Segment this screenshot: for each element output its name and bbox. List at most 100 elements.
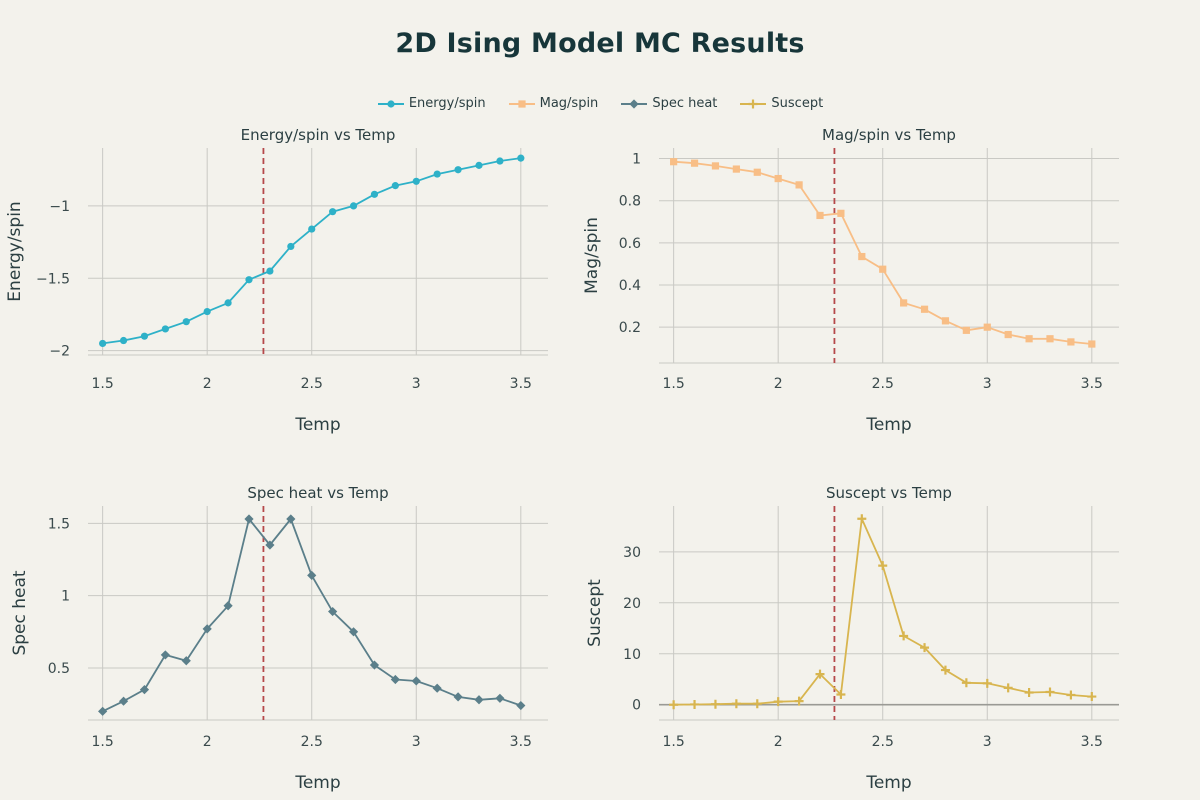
panel-title: Spec heat vs Temp	[247, 484, 388, 502]
legend-swatch	[508, 99, 535, 108]
x-axis-title: Temp	[294, 415, 340, 435]
x-tick-label: 3	[983, 376, 992, 392]
panel-title: Mag/spin vs Temp	[822, 126, 956, 144]
data-point	[224, 299, 232, 307]
data-point	[836, 690, 846, 700]
y-tick-label: 0.8	[619, 194, 641, 210]
y-tick-label: 0.5	[48, 661, 70, 677]
data-point	[858, 252, 866, 261]
data-point	[432, 683, 442, 693]
data-point	[837, 209, 845, 217]
legend-marker	[387, 99, 395, 108]
legend-swatch	[621, 98, 648, 109]
y-tick-label: −1	[49, 199, 70, 215]
x-tick-label: 2	[203, 734, 212, 750]
data-point	[308, 225, 316, 233]
x-tick-label: 2	[203, 376, 212, 392]
x-tick-label: 1.5	[663, 376, 685, 392]
y-tick-label: 1	[61, 589, 70, 605]
data-point	[348, 627, 359, 637]
data-point	[495, 693, 505, 703]
figure-title: 2D Ising Model MC Results	[395, 28, 805, 59]
data-point	[711, 162, 720, 170]
data-point	[99, 339, 107, 348]
x-tick-label: 2	[774, 376, 783, 392]
x-tick-label: 3	[983, 734, 992, 750]
data-point	[1045, 687, 1055, 697]
x-tick-label: 1.5	[92, 734, 114, 750]
data-point	[412, 177, 420, 185]
data-point	[753, 168, 761, 176]
data-point	[983, 323, 991, 331]
x-tick-label: 2.5	[301, 376, 323, 392]
legend-swatch	[377, 99, 404, 108]
y-axis-title: Energy/spin	[5, 201, 25, 301]
y-tick-label: 20	[623, 596, 641, 612]
data-point	[1024, 687, 1034, 697]
legend-label: Energy/spin	[408, 96, 486, 111]
x-tick-label: 3.5	[510, 376, 532, 392]
y-axis-title: Spec heat	[10, 570, 30, 655]
data-point	[670, 158, 678, 166]
data-point	[857, 514, 867, 524]
data-point	[690, 699, 700, 709]
y-tick-label: 0.2	[619, 320, 641, 336]
data-point	[307, 570, 317, 581]
y-tick-label: 0.4	[619, 278, 641, 294]
data-point	[328, 606, 338, 617]
data-point	[941, 317, 950, 325]
data-point	[286, 514, 296, 524]
data-point	[710, 699, 720, 709]
legend-item: Spec heat	[620, 96, 717, 111]
data-point	[202, 624, 212, 634]
data-point	[879, 265, 887, 273]
data-point	[982, 678, 992, 688]
data-point	[900, 299, 908, 307]
x-tick-label: 1.5	[663, 734, 685, 750]
x-tick-label: 3.5	[510, 734, 532, 750]
data-point	[161, 325, 169, 333]
x-tick-label: 3.5	[1081, 376, 1103, 392]
data-point	[669, 700, 679, 710]
y-axis-title: Mag/spin	[582, 217, 602, 294]
data-point	[433, 170, 441, 178]
data-point	[119, 336, 128, 345]
data-point	[390, 674, 400, 685]
x-tick-label: 3	[412, 376, 421, 392]
data-point	[1067, 338, 1075, 346]
data-point	[899, 631, 909, 641]
data-point	[411, 676, 421, 686]
data-point	[1087, 692, 1097, 702]
data-point	[474, 695, 484, 705]
panel-title: Suscept vs Temp	[826, 484, 952, 502]
data-point	[752, 699, 762, 709]
data-point	[139, 685, 150, 695]
y-tick-label: −1.5	[36, 271, 70, 287]
chart-panel-3: 1.5 2 2.5 3 3.5 0.5 1 1.5 Spec heat vs Temp Temp S…	[10, 484, 548, 793]
data-point	[690, 159, 699, 167]
y-tick-label: 10	[623, 647, 641, 663]
legend-item: Energy/spin	[377, 96, 486, 111]
data-point	[160, 650, 170, 660]
y-tick-label: 1	[632, 152, 641, 168]
data-point	[961, 678, 971, 688]
x-tick-label: 2.5	[872, 376, 894, 392]
data-point	[203, 307, 211, 316]
data-point	[118, 696, 129, 706]
data-point	[940, 665, 950, 675]
x-tick-label: 1.5	[92, 376, 114, 392]
data-point	[245, 276, 253, 284]
data-point	[287, 242, 295, 251]
x-axis-title: Temp	[865, 415, 911, 435]
y-tick-label: −2	[49, 344, 70, 360]
x-tick-label: 2.5	[872, 734, 894, 750]
data-point	[454, 166, 462, 174]
legend-item: Suscept	[739, 96, 823, 111]
data-point	[794, 696, 804, 706]
data-point	[98, 706, 108, 716]
data-point	[516, 700, 526, 711]
data-point	[774, 174, 782, 183]
data-point	[1046, 335, 1054, 343]
